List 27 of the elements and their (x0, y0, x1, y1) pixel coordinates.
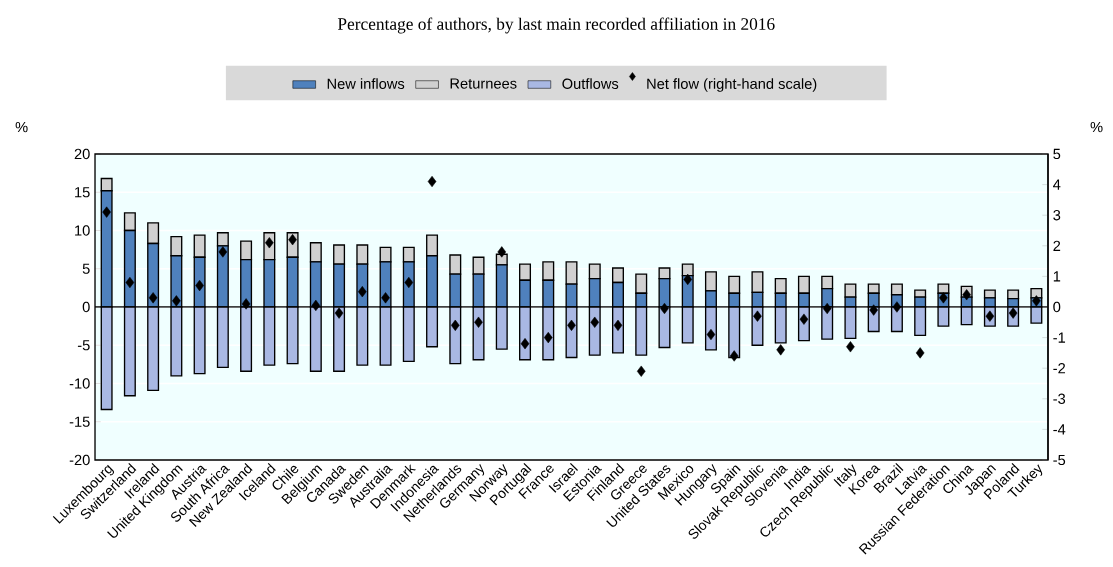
y2-tick-label: 3 (1053, 210, 1061, 221)
y-tick-label: -20 (69, 454, 90, 466)
y-tick-label: -15 (69, 416, 90, 427)
y-tick-label: 0 (82, 301, 90, 313)
y-tick-label: 5 (82, 263, 90, 274)
y-tick-label: 10 (75, 225, 90, 236)
legend-label: New inflows (327, 78, 405, 89)
y2-tick-label: -3 (1053, 393, 1066, 404)
y2-tick-label: -1 (1053, 332, 1066, 343)
y-tick-label: 20 (74, 148, 90, 160)
y-tick-label: -5 (77, 340, 90, 351)
y-tick-label: -10 (69, 378, 90, 389)
y2-tick-label: 4 (1053, 179, 1061, 190)
y2-tick-label: 2 (1053, 240, 1061, 251)
y2-axis-title: % (1090, 121, 1103, 133)
y2-tick-label: -2 (1053, 363, 1066, 374)
y2-tick-label: 0 (1053, 301, 1061, 313)
legend-label: Net flow (right-hand scale) (647, 78, 817, 92)
chart-title: Percentage of authors, by last main recorded affiliation in 2016 (337, 17, 775, 34)
y2-tick-label: 5 (1053, 148, 1061, 160)
y2-tick-label: -5 (1053, 454, 1066, 466)
y-axis-title: % (15, 121, 28, 133)
y2-tick-label: -4 (1053, 424, 1066, 435)
legend-label: Returnees (450, 78, 517, 89)
y-tick-label: 15 (75, 187, 90, 198)
legend-label: Outflows (562, 78, 619, 89)
y2-tick-label: 1 (1053, 271, 1061, 282)
